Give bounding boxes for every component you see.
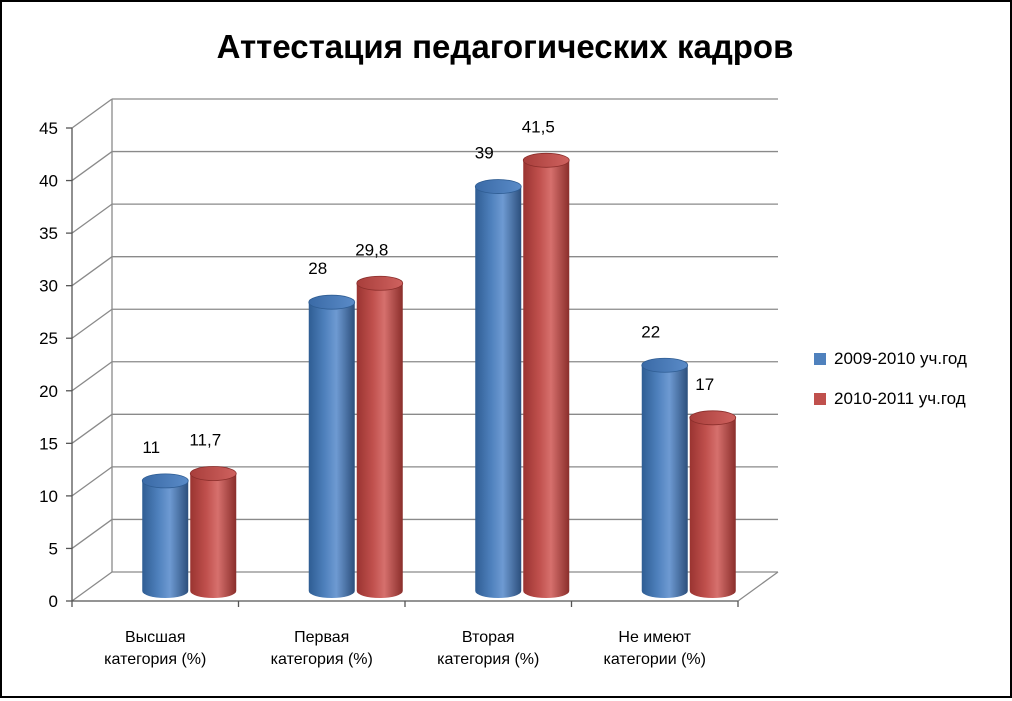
gridline-side: [71, 361, 113, 392]
y-tick-label: 15: [39, 434, 58, 453]
gridline-side: [71, 466, 113, 497]
data-label: 28: [308, 259, 327, 278]
legend-swatch: [814, 353, 826, 365]
chart-title: Аттестация педагогических кадров: [217, 28, 794, 65]
bar-top: [189, 466, 237, 481]
bar-1-3: [689, 410, 737, 598]
bar-body: [689, 417, 736, 598]
bar-body: [142, 480, 189, 598]
y-tick-label: 45: [39, 119, 58, 138]
bar-body: [475, 186, 522, 599]
gridline-side: [71, 308, 113, 339]
data-label: 11: [142, 438, 160, 457]
data-label: 39: [475, 144, 494, 163]
bar-body: [641, 365, 688, 598]
data-label: 41,5: [522, 117, 555, 136]
bar-0-1: [308, 294, 356, 598]
bar-1-1: [356, 275, 404, 598]
bar-top: [474, 179, 522, 194]
legend: 2009-2010 уч.год 2010-2011 уч.год: [814, 349, 967, 408]
labels-layer: Высшая категория (%) Первая категория (%) Вт…: [104, 117, 714, 668]
category-label: Не имеют категории (%): [604, 629, 706, 668]
y-tick-label: 25: [39, 329, 58, 348]
bars-layer: [141, 152, 737, 599]
gridline-side: [71, 571, 113, 602]
y-tick-label: 5: [49, 539, 58, 558]
y-tick-label: 0: [49, 592, 58, 611]
floor-edge: [737, 571, 779, 602]
data-label: 29,8: [355, 240, 388, 259]
y-tick-label: 35: [39, 224, 58, 243]
bar-top: [689, 410, 737, 426]
data-label: 22: [641, 322, 660, 341]
y-tick-label: 40: [39, 172, 58, 191]
gridline-side: [71, 98, 113, 129]
legend-label: 2010-2011 уч.год: [834, 389, 966, 408]
category-label: Первая категория (%): [271, 629, 373, 668]
gridline-side: [71, 203, 113, 234]
category-label: Высшая категория (%): [104, 629, 206, 668]
bar-top: [308, 294, 356, 310]
bar-body: [308, 302, 355, 598]
bar-top: [641, 357, 689, 373]
bar-0-2: [474, 179, 522, 599]
gridline-side: [71, 151, 113, 182]
data-label: 17: [695, 375, 714, 394]
gridline-side: [71, 256, 113, 287]
legend-swatch: [814, 393, 826, 405]
bar-top: [141, 473, 189, 489]
y-tick-label: 10: [39, 487, 58, 506]
y-tick-label: 30: [39, 277, 58, 296]
gridline-side: [71, 413, 113, 444]
bar-body: [190, 473, 237, 598]
axes-layer: 0 5 10 15 20 25 30 35 40 45: [39, 98, 779, 611]
bar-top: [356, 275, 404, 291]
bar-0-3: [641, 357, 689, 598]
bar-body: [356, 283, 403, 598]
bar-0-0: [141, 473, 189, 598]
bar-top: [522, 152, 570, 168]
bar-1-2: [522, 152, 570, 599]
bar-1-0: [189, 466, 237, 598]
category-label: Вторая категория (%): [437, 629, 539, 668]
data-label: 11,7: [189, 431, 221, 450]
y-tick-label: 20: [39, 382, 58, 401]
legend-label: 2009-2010 уч.год: [834, 349, 967, 368]
gridline-side: [71, 518, 113, 549]
bar-body: [523, 160, 570, 599]
